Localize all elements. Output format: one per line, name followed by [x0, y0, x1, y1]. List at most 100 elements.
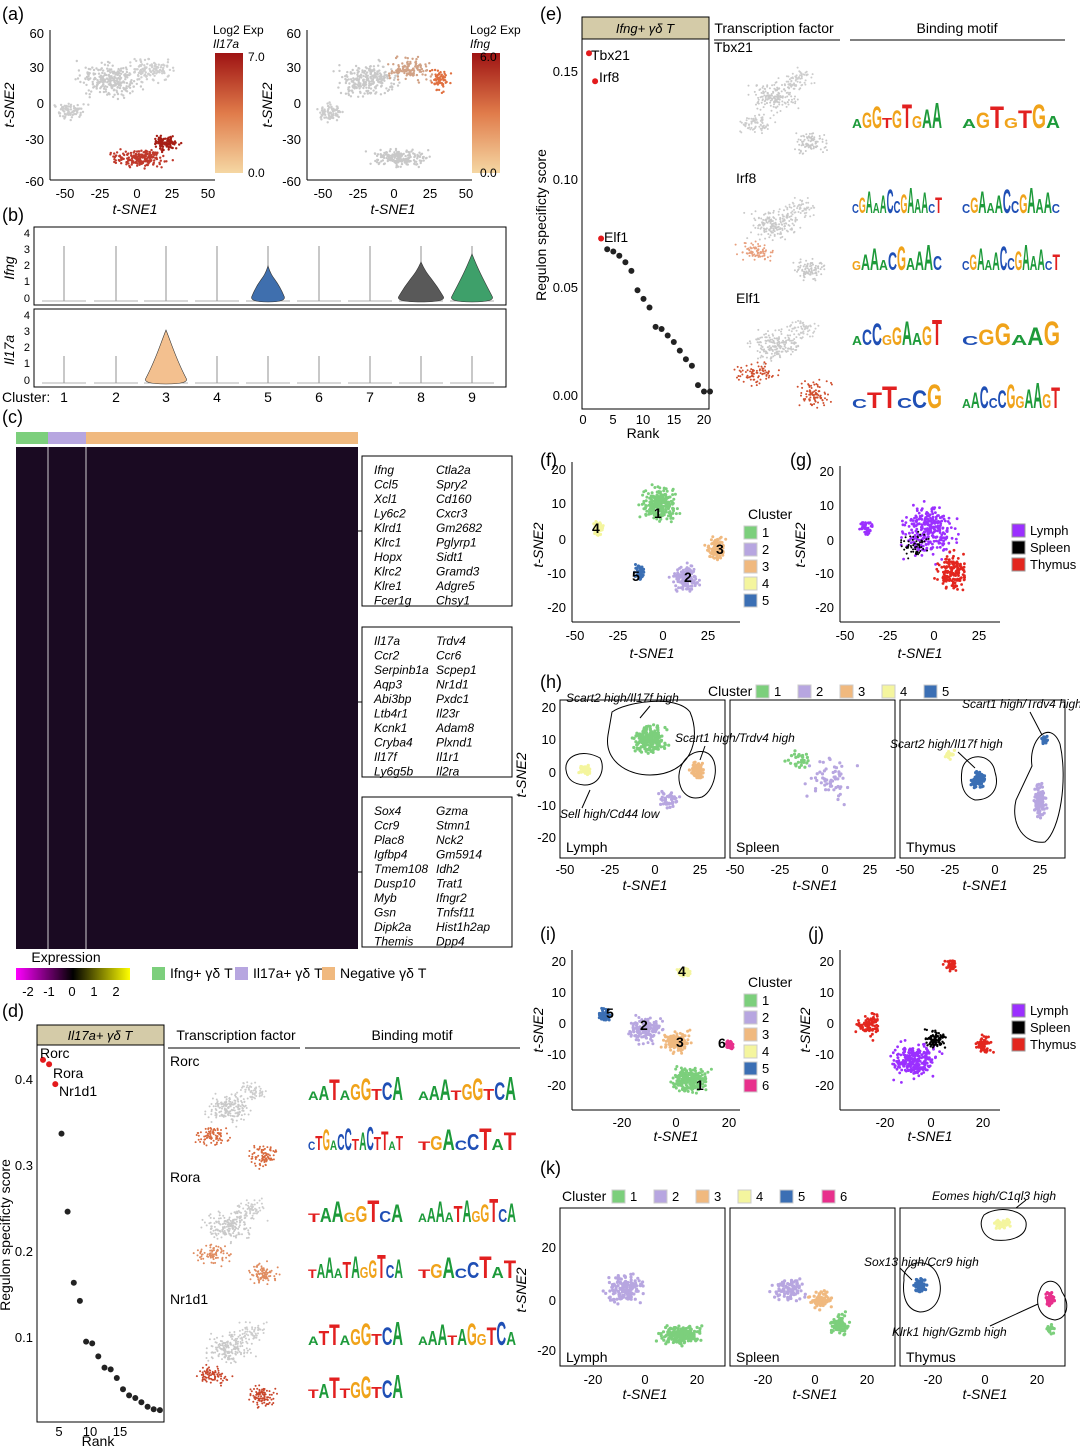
cell-dot [224, 1231, 227, 1234]
cell-dot [378, 69, 381, 72]
cell-dot [390, 72, 393, 75]
cell-dot [399, 165, 402, 168]
cell-dot [111, 85, 114, 88]
cell-dot [336, 113, 339, 116]
cell-dot [386, 89, 390, 93]
cell-dot [360, 76, 363, 79]
cluster-axis-label: Cluster: [2, 389, 50, 405]
legend-label: Ifng+ γδ T [170, 965, 233, 981]
high-expression-dot [159, 139, 163, 142]
cell-dot [246, 1097, 249, 1100]
cell-dot [251, 1098, 253, 1101]
cell-dot [375, 154, 379, 158]
gene-name: Xcl1 [373, 492, 397, 506]
gene-name: Ctla2a [436, 463, 471, 477]
cell-dot [424, 73, 427, 77]
cell-dot [218, 1111, 221, 1114]
gene-name: Ifng [374, 463, 394, 477]
cell-dot [71, 113, 74, 117]
cell-dot [262, 1207, 265, 1210]
cell-dot [140, 76, 143, 79]
cell-dot [381, 65, 385, 69]
gene-name: Il23r [436, 707, 460, 721]
tick-label: -25 [91, 186, 110, 201]
high-expression-dot [433, 68, 437, 72]
cell-dot [67, 102, 70, 106]
cell-dot [133, 71, 136, 74]
cell-dot [332, 112, 335, 116]
cell-dot [332, 116, 335, 120]
cell-dot [353, 72, 356, 75]
cell-dot [239, 1215, 242, 1218]
high-expression-dot [140, 149, 143, 152]
cell-dot [120, 67, 123, 70]
cell-dot [233, 1221, 236, 1224]
gene-name: Ly6c2 [374, 507, 406, 521]
cell-dot [324, 113, 327, 117]
cell-dot [372, 68, 376, 71]
cell-dot [57, 111, 61, 114]
cell-dot [388, 74, 391, 78]
cell-dot [203, 1138, 206, 1141]
cell-dot [336, 107, 339, 110]
cell-dot [225, 1127, 228, 1130]
cell-dot [257, 1210, 260, 1213]
cell-dot [406, 157, 409, 160]
gene-name: Ccl5 [374, 478, 398, 492]
cell-dot [379, 148, 382, 152]
cell-dot [240, 1114, 243, 1117]
gene-name: Ccr9 [374, 819, 400, 833]
cell-dot [319, 111, 322, 114]
cell-dot [213, 1217, 215, 1220]
cell-dot [251, 1203, 254, 1206]
cell-dot [356, 69, 359, 72]
cell-dot [254, 1210, 257, 1213]
cell-dot [338, 81, 341, 85]
cell-dot [132, 85, 135, 88]
cell-dot [166, 65, 169, 68]
cell-dot [144, 71, 147, 74]
cell-dot [157, 81, 160, 85]
cluster-tick: 4 [213, 389, 221, 405]
cell-dot [320, 118, 323, 121]
cell-dot [243, 1227, 246, 1230]
cell-dot [99, 78, 102, 81]
cell-dot [77, 107, 80, 111]
cell-dot [418, 68, 421, 72]
cell-dot [379, 93, 383, 96]
cell-dot [266, 1146, 269, 1149]
cell-dot [259, 1089, 262, 1092]
high-expression-dot [128, 166, 132, 169]
cell-dot [228, 1097, 231, 1099]
cell-dot [168, 68, 172, 72]
rss-point [120, 1386, 126, 1393]
cell-dot [235, 1125, 238, 1128]
cell-dot [326, 121, 329, 124]
cell-dot [224, 1112, 227, 1115]
x-axis-label: Rank [82, 1433, 116, 1448]
cell-dot [215, 1220, 218, 1223]
cell-dot [85, 83, 88, 87]
cell-dot [245, 1199, 248, 1202]
cell-dot [249, 1109, 252, 1112]
cell-dot [347, 88, 350, 91]
cell-dot [205, 1144, 208, 1147]
cell-dot [103, 85, 106, 89]
gene-name: Ly6g5b [374, 765, 413, 779]
cell-dot [348, 82, 351, 85]
cell-dot [124, 66, 128, 69]
high-expression-dot [130, 154, 133, 157]
violin-gene-ifng: Ifng [1, 256, 17, 280]
cell-dot [264, 1090, 267, 1093]
cell-dot [251, 1209, 254, 1211]
legend-swatch [235, 967, 248, 980]
violin-gene-il17a: Il17a [1, 335, 17, 366]
high-expression-dot [154, 145, 158, 148]
scale-max: 7.0 [248, 50, 265, 64]
cell-dot [241, 1107, 244, 1110]
cell-dot [328, 117, 332, 121]
cell-dot [220, 1129, 222, 1131]
cell-dot [227, 1114, 230, 1116]
cell-dot [217, 1105, 220, 1108]
cell-dot [225, 1098, 228, 1101]
